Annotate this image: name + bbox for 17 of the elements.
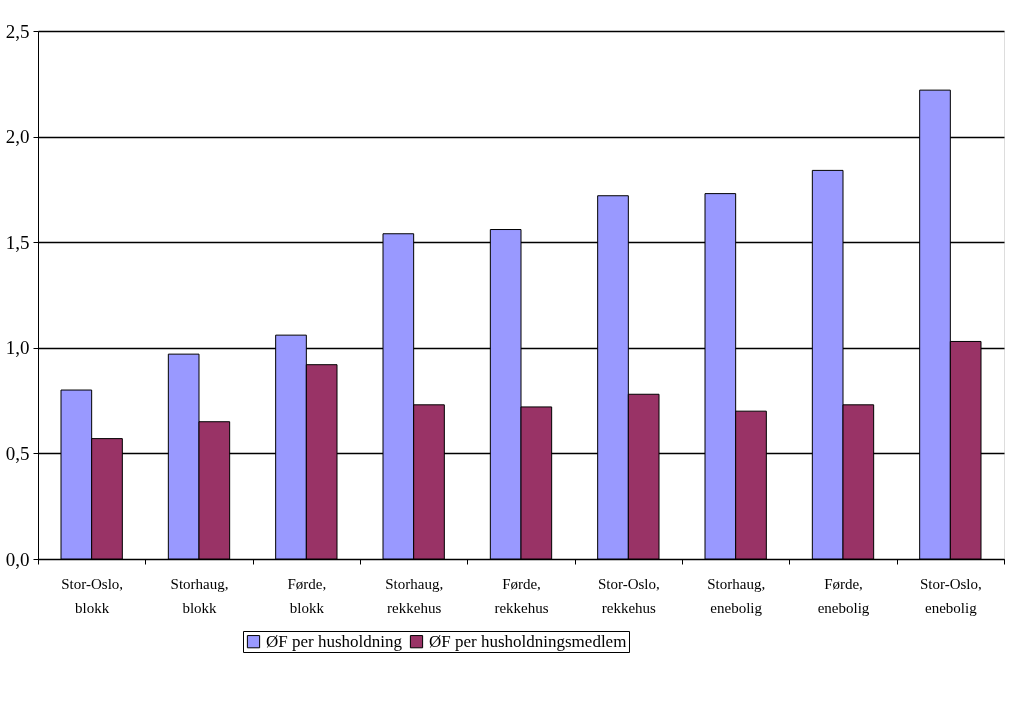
y-tick-label: 2,0 bbox=[5, 126, 30, 148]
y-tick-label: 0,5 bbox=[5, 442, 30, 464]
x-tick-label: Stor-Oslo, blokk bbox=[61, 575, 124, 616]
legend-label: ØF per husholdning bbox=[266, 631, 403, 651]
x-tick-label: Førde, blokk bbox=[287, 575, 327, 616]
x-tick-label: Førde, rekkehus bbox=[494, 575, 549, 616]
x-tick-label: Storhaug, rekkehus bbox=[385, 575, 444, 616]
x-tick-label: Storhaug, enebolig bbox=[707, 575, 766, 616]
legend-label: ØF per husholdningsmedlem bbox=[429, 631, 627, 651]
x-tick-label: Førde, enebolig bbox=[817, 575, 870, 616]
x-tick-label: Stor-Oslo, rekkehus bbox=[597, 575, 660, 616]
x-tick-label: Storhaug, blokk bbox=[170, 575, 229, 616]
y-tick-label: 1,0 bbox=[5, 337, 30, 359]
y-tick-label: 1,5 bbox=[5, 231, 30, 253]
y-tick-label: 2,5 bbox=[5, 20, 30, 42]
y-tick-label: 0,0 bbox=[5, 548, 30, 570]
x-tick-label: Stor-Oslo, enebolig bbox=[919, 575, 982, 616]
